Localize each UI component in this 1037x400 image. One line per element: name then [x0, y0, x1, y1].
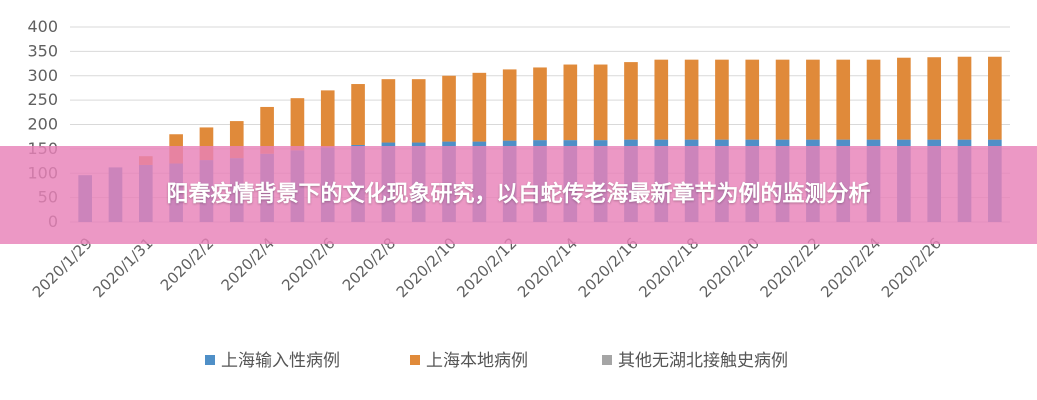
x-tick-label: 2020/2/22 [757, 234, 824, 301]
y-tick-label: 350 [27, 41, 58, 60]
bar-segment [624, 62, 638, 140]
bar-segment [745, 59, 760, 140]
x-tick-label: 2020/2/24 [817, 234, 884, 301]
legend-label: 上海本地病例 [426, 351, 528, 371]
x-tick-label: 2020/2/12 [453, 234, 520, 301]
x-tick-label: 2020/1/31 [90, 234, 157, 301]
y-tick-label: 400 [27, 17, 58, 36]
bar-segment [290, 98, 305, 151]
title-banner: 阳春疫情背景下的文化现象研究，以白蛇传老海最新章节为例的监测分析 [0, 146, 1037, 244]
bar-segment [563, 64, 578, 141]
bar-segment [957, 56, 972, 140]
bar-segment [866, 59, 881, 140]
legend-label: 其他无湖北接触史病例 [618, 351, 788, 371]
x-tick-label: 2020/1/29 [29, 234, 96, 301]
x-tick-label: 2020/2/16 [575, 234, 642, 301]
legend-swatch [602, 355, 612, 365]
bar-segment [897, 57, 911, 140]
bar-segment [381, 79, 396, 143]
bar-segment [472, 72, 487, 142]
bar-segment [593, 64, 608, 141]
bar-segment [988, 56, 1002, 140]
x-tick-label: 2020/2/14 [514, 234, 581, 301]
bar-segment [775, 59, 790, 140]
bar-segment [684, 59, 699, 140]
legend-swatch [410, 355, 420, 365]
bar-segment [320, 90, 335, 148]
legend-label: 上海输入性病例 [221, 351, 340, 371]
bar-segment [806, 59, 820, 140]
bar-segment [260, 106, 274, 154]
bar-segment [411, 79, 426, 143]
legend: 上海输入性病例 上海本地病例 其他无湖北接触史病例 [205, 351, 788, 371]
bar-segment [351, 84, 365, 145]
bar-segment [533, 67, 547, 141]
legend-swatch [205, 355, 215, 365]
x-tick-label: 2020/2/26 [878, 234, 945, 301]
bar-segment [502, 69, 517, 141]
bar-segment [836, 59, 851, 140]
bar-segment [654, 59, 669, 140]
bar-segment [442, 75, 456, 142]
x-tick-label: 2020/2/10 [393, 234, 460, 301]
x-tick-label: 2020/2/20 [696, 234, 763, 301]
y-tick-label: 250 [27, 90, 58, 109]
y-tick-label: 200 [27, 115, 58, 134]
x-tick-label: 2020/2/18 [635, 234, 702, 301]
y-tick-label: 300 [27, 66, 58, 85]
bar-segment [715, 59, 729, 140]
banner-title: 阳春疫情背景下的文化现象研究，以白蛇传老海最新章节为例的监测分析 [166, 182, 871, 207]
bar-segment [927, 57, 942, 140]
